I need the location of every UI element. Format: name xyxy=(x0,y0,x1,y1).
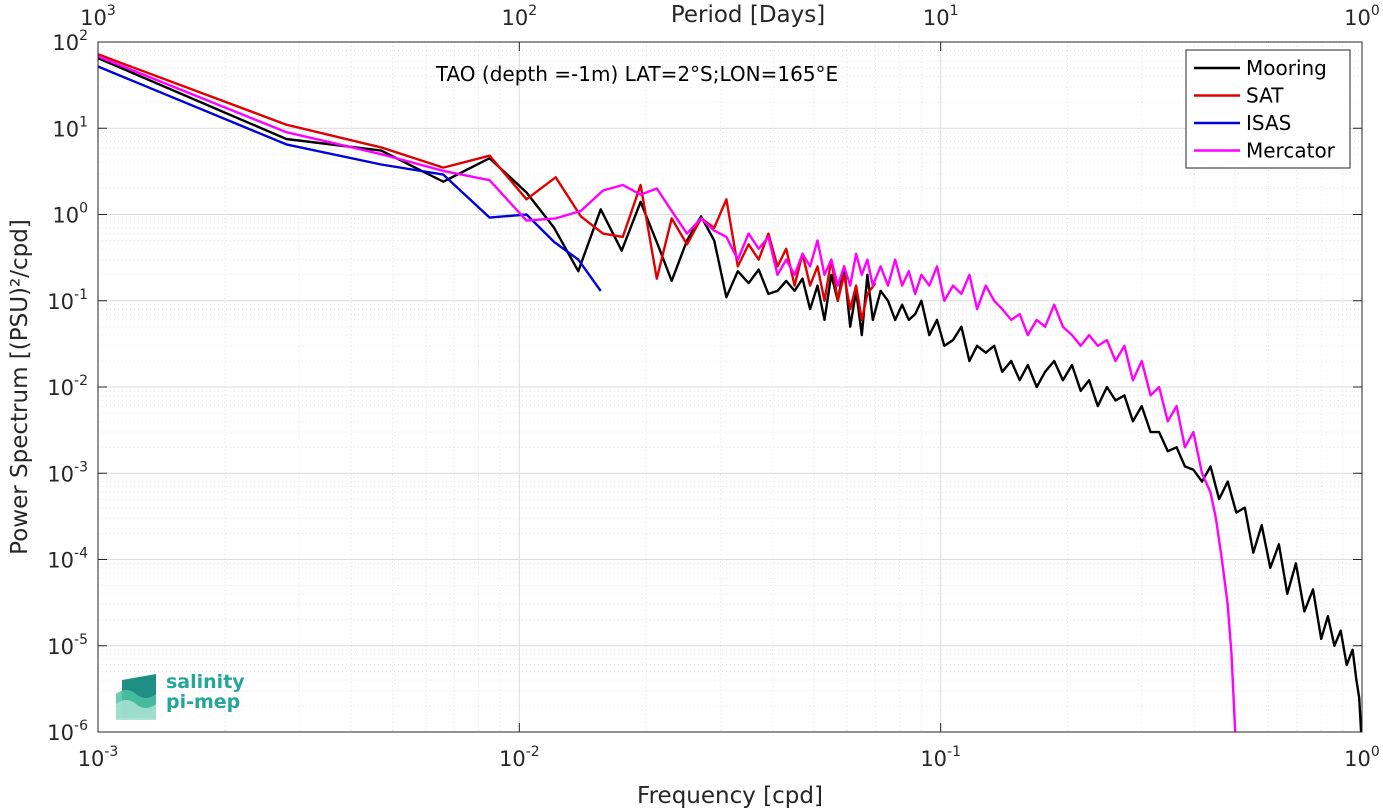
legend: Mooring SAT ISAS Mercator xyxy=(1185,49,1351,169)
x-tick-label: 10-1 xyxy=(920,744,961,771)
series-line-mercator xyxy=(97,55,1237,733)
y-tick-label: 101 xyxy=(52,114,88,141)
x-tick-label: 10-2 xyxy=(499,744,540,771)
series-line-sat xyxy=(97,53,877,322)
salinity-pimep-logo: salinity pi-mep xyxy=(116,672,256,722)
top-tick-labels: 103 102 101 100 xyxy=(80,3,1380,30)
y-tick-label: 10-2 xyxy=(47,373,88,400)
x-tick-label: 10-3 xyxy=(78,744,119,771)
y-tick-label: 10-1 xyxy=(47,287,88,314)
series-line-mooring xyxy=(97,56,1363,733)
legend-box xyxy=(1185,49,1351,169)
tick-marks xyxy=(97,41,1363,733)
x-axis-title: Frequency [cpd] xyxy=(637,783,823,809)
legend-label-mercator: Mercator xyxy=(1246,139,1336,163)
grid-lines xyxy=(97,42,1362,733)
y-tick-labels: 102 101 100 10-1 10-2 10-3 10-4 10-5 10-6 xyxy=(47,28,88,745)
logo-line1: salinity xyxy=(166,671,245,693)
top-axis-title: Period [Days] xyxy=(671,2,825,28)
x-tick-label: 100 xyxy=(1344,744,1380,771)
x-tick-labels: 10-3 10-2 10-1 100 xyxy=(78,744,1380,771)
legend-label-sat: SAT xyxy=(1246,84,1284,108)
logo-line2: pi-mep xyxy=(166,691,241,713)
logo-waves-icon xyxy=(116,674,156,720)
chart-annotation: TAO (depth =-1m) LAT=2°S;LON=165°E xyxy=(435,62,838,86)
y-tick-label: 100 xyxy=(52,201,88,228)
y-axis-title: Power Spectrum [(PSU)²/cpd] xyxy=(7,219,33,555)
y-tick-label: 102 xyxy=(52,28,88,55)
top-tick-label: 101 xyxy=(923,3,959,30)
y-tick-label: 10-4 xyxy=(47,546,88,573)
top-tick-label: 100 xyxy=(1344,3,1380,30)
y-tick-label: 10-3 xyxy=(47,459,88,486)
series-line-isas xyxy=(97,65,602,292)
legend-label-isas: ISAS xyxy=(1246,111,1291,135)
top-tick-label: 103 xyxy=(80,3,116,30)
logo-text: salinity pi-mep xyxy=(166,672,245,712)
y-tick-label: 10-6 xyxy=(47,718,88,745)
top-tick-label: 102 xyxy=(502,3,538,30)
legend-label-mooring: Mooring xyxy=(1246,56,1327,80)
series-lines xyxy=(97,53,1363,733)
y-tick-label: 10-5 xyxy=(47,632,88,659)
